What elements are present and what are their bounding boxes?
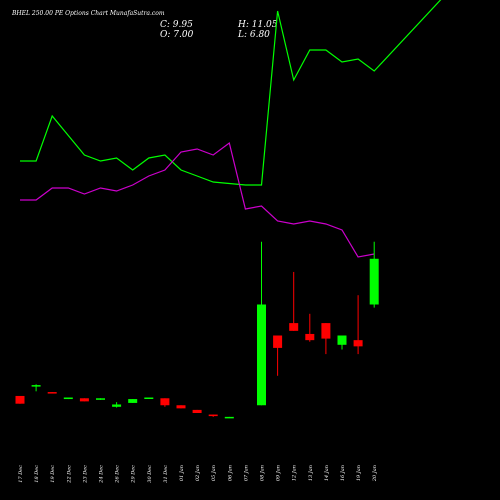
candle-09-jan <box>273 335 283 376</box>
x-tick-label: 01 Jan <box>179 465 185 481</box>
x-tick-label: 12 Jan <box>292 465 298 481</box>
candle-06-jan <box>224 416 234 419</box>
indicator-lines <box>20 0 442 258</box>
x-tick-label: 18 Dec <box>34 465 40 483</box>
candle-body <box>321 323 331 339</box>
candle-body <box>144 397 154 399</box>
x-tick-label: 09 Jan <box>276 465 282 481</box>
candle-24-dec <box>96 398 105 400</box>
x-tick-label: 23 Dec <box>82 465 88 484</box>
x-axis-ticks: 17 Dec 18 Dec 19 Dec 22 Dec 23 Dec 24 Dec 26 D… <box>18 465 378 484</box>
candle-26-dec <box>112 402 122 408</box>
candle-body <box>128 399 138 403</box>
candle-30-dec <box>144 397 154 399</box>
candle-body <box>31 385 41 387</box>
x-tick-label: 19 Jan <box>356 465 362 481</box>
x-tick-label: 20 Jan <box>372 465 378 482</box>
candle-02-jan <box>192 409 202 413</box>
candle-20-jan <box>369 241 379 308</box>
x-tick-label: 05 Jan <box>211 465 217 481</box>
candle-body <box>47 392 57 394</box>
x-tick-label: 07 Jan <box>243 465 249 481</box>
candle-19-dec <box>47 392 57 394</box>
candle-19-jan <box>353 295 363 355</box>
open-label: O: 7.00 <box>160 30 194 40</box>
chart-title: BHEL 250.00 PE Options Chart MunafaSutra… <box>11 10 165 17</box>
candle-17-dec <box>15 395 25 404</box>
low-label: L: 6.80 <box>237 30 270 40</box>
x-tick-label: 17 Dec <box>18 465 24 483</box>
x-tick-label: 02 Jan <box>195 465 201 481</box>
candle-12-jan <box>289 271 299 331</box>
x-tick-label: 14 Jan <box>324 465 330 481</box>
candle-body <box>369 258 379 305</box>
candle-body <box>160 398 170 406</box>
candle-08-jan <box>257 241 266 406</box>
x-tick-label: 26 Dec <box>115 465 121 484</box>
candle-05-jan <box>208 414 218 417</box>
candle-body <box>112 404 122 407</box>
x-tick-label: 13 Jan <box>308 465 314 481</box>
x-tick-label: 19 Dec <box>50 465 56 483</box>
x-tick-label: 30 Dec <box>147 465 153 483</box>
candle-16-jan <box>337 335 347 350</box>
candle-body <box>273 335 283 348</box>
x-tick-label: 31 Dec <box>163 465 169 483</box>
candle-body <box>353 340 363 347</box>
x-tick-label: 08 Jan <box>260 465 266 481</box>
candle-body <box>337 335 347 345</box>
candle-01-jan <box>176 405 186 409</box>
candle-18-dec <box>31 384 41 392</box>
candle-29-dec <box>128 399 138 403</box>
candle-31-dec <box>160 398 170 407</box>
indicator-line-1 <box>20 0 442 186</box>
candle-13-jan <box>305 313 315 342</box>
high-label: H: 11.05 <box>237 20 278 30</box>
candles <box>15 241 379 419</box>
x-tick-label: 22 Dec <box>66 465 72 484</box>
close-label: C: 9.95 <box>160 20 193 30</box>
candle-body <box>96 398 105 400</box>
candle-body <box>305 333 315 341</box>
x-tick-label: 06 Jan <box>227 465 233 481</box>
candle-body <box>79 398 89 402</box>
candle-body <box>289 323 299 331</box>
x-tick-label: 29 Dec <box>131 465 137 484</box>
candle-body <box>257 304 266 406</box>
candle-body <box>63 397 73 400</box>
candle-body <box>192 409 202 413</box>
candle-body <box>224 416 234 419</box>
candle-22-dec <box>63 397 73 400</box>
candle-body <box>208 414 218 417</box>
candle-body <box>176 405 186 409</box>
candle-body <box>15 395 25 404</box>
indicator-line-2 <box>20 141 375 258</box>
x-tick-label: 16 Jan <box>340 465 346 481</box>
candle-14-jan <box>321 323 331 355</box>
candle-23-dec <box>79 398 89 402</box>
x-tick-label: 24 Dec <box>99 465 105 484</box>
